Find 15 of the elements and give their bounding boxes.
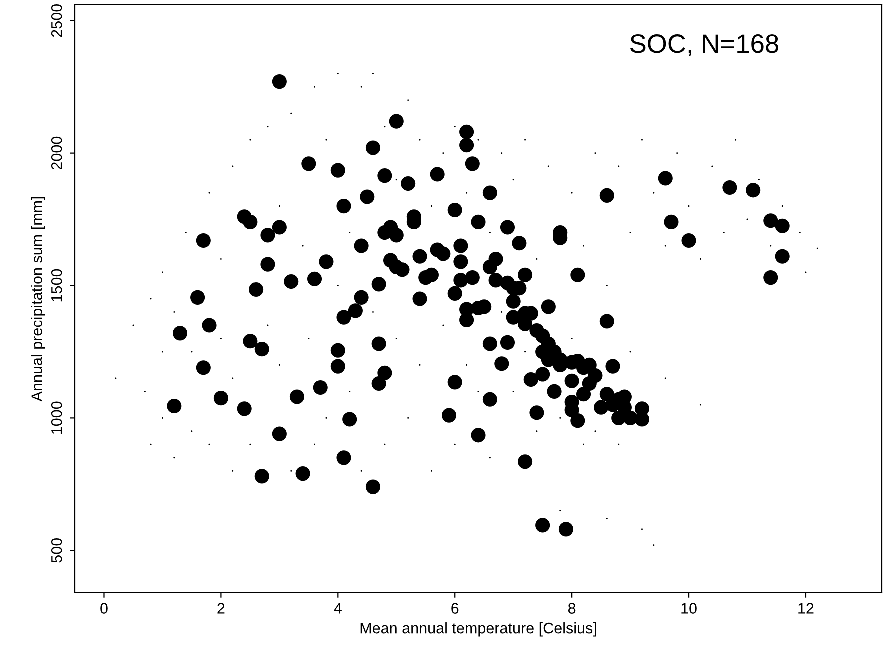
x-tick-label: 10 [682,603,697,614]
y-tick-label: 2500 [51,4,62,38]
y-tick-label: 2000 [51,136,62,170]
x-tick-label: 6 [452,603,459,614]
x-axis-title: Mean annual temperature [Celsius] [360,622,596,637]
y-axis-title: Annual precipitation sum [mm] [31,197,46,402]
annotation: SOC, N=168 [630,34,778,56]
y-tick-label: 1000 [51,402,62,434]
y-tick-label: 1500 [51,269,62,302]
x-tick-label: 12 [798,603,814,614]
x-tick-label: 8 [568,603,576,614]
x-tick-label: 4 [334,603,342,614]
y-tick-label: 500 [51,538,62,563]
x-tick-label: 0 [100,603,108,614]
x-tick-label: 2 [218,603,225,614]
